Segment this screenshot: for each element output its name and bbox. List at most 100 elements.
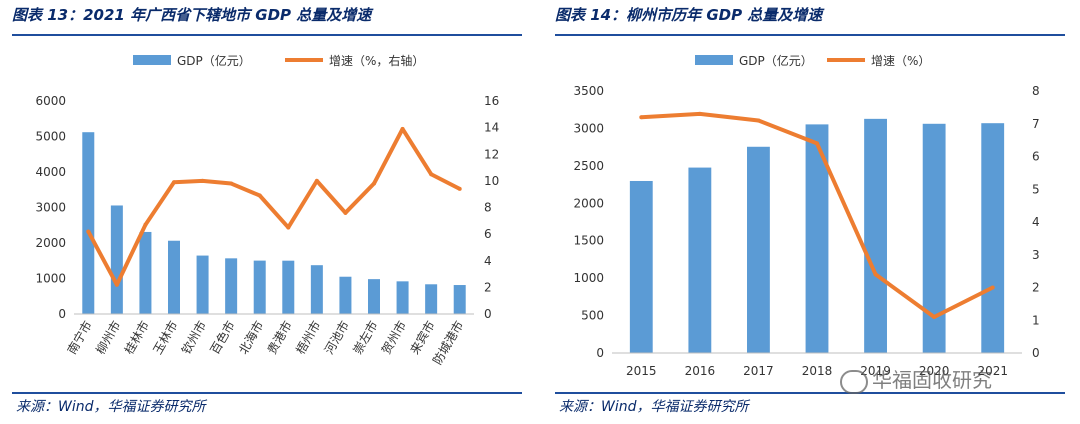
bar bbox=[396, 281, 409, 314]
y-right-tick-label: 16 bbox=[484, 94, 499, 108]
growth-point bbox=[873, 272, 878, 277]
y-right-tick-label: 14 bbox=[484, 121, 499, 135]
x-tick-label: 来宾市 bbox=[407, 318, 438, 357]
y-right-tick-label: 5 bbox=[1032, 182, 1040, 196]
bar bbox=[253, 260, 266, 314]
growth-point bbox=[815, 141, 819, 146]
bar bbox=[225, 258, 238, 314]
growth-point bbox=[343, 210, 348, 215]
bar bbox=[82, 132, 95, 314]
growth-point bbox=[314, 178, 319, 183]
y-right-tick-label: 6 bbox=[484, 227, 492, 241]
x-tick-label: 2015 bbox=[626, 364, 657, 378]
bar bbox=[981, 123, 1005, 353]
bar bbox=[425, 284, 438, 314]
left-title-rule bbox=[12, 34, 522, 36]
x-tick-label: 柳州市 bbox=[92, 318, 123, 357]
x-tick-label: 梧州市 bbox=[292, 318, 323, 357]
growth-line bbox=[86, 126, 461, 287]
bar bbox=[196, 255, 209, 314]
x-tick-label: 2021 bbox=[977, 364, 1008, 378]
y-left-tick-label: 1500 bbox=[573, 234, 604, 248]
growth-point bbox=[932, 314, 937, 319]
x-tick-label: 2020 bbox=[919, 364, 950, 378]
y-left-tick-label: 3000 bbox=[35, 201, 66, 215]
y-left-tick-label: 0 bbox=[596, 346, 604, 360]
y-left-tick-label: 0 bbox=[58, 307, 66, 321]
y-left-tick-label: 4000 bbox=[35, 165, 66, 179]
y-right-tick-label: 3 bbox=[1032, 248, 1040, 262]
y-right-tick-label: 4 bbox=[1032, 215, 1040, 229]
wechat-icon bbox=[840, 369, 868, 394]
growth-point bbox=[114, 282, 119, 287]
x-tick-label: 贺州市 bbox=[378, 318, 409, 357]
chart-legend: GDP（亿元） 增速（%） bbox=[695, 53, 930, 68]
y-right-tick-label: 2 bbox=[484, 280, 492, 294]
bar bbox=[864, 118, 887, 353]
x-tick-label: 玉林市 bbox=[150, 318, 181, 357]
bar bbox=[110, 205, 123, 314]
x-tick-label: 2017 bbox=[743, 364, 774, 378]
y-right-tick-label: 1 bbox=[1032, 313, 1040, 327]
x-tick-label: 河池市 bbox=[321, 318, 352, 357]
bar bbox=[139, 231, 152, 314]
y-right-tick-label: 8 bbox=[484, 201, 492, 215]
bar bbox=[922, 123, 946, 353]
growth-point bbox=[429, 172, 434, 177]
bar bbox=[282, 260, 295, 314]
bar bbox=[629, 180, 653, 353]
legend-bar-swatch bbox=[695, 55, 733, 65]
y-left-tick-label: 3000 bbox=[573, 121, 604, 135]
growth-point bbox=[372, 181, 376, 186]
growth-point bbox=[756, 118, 761, 123]
x-tick-label: 北海市 bbox=[235, 318, 266, 357]
x-tick-label: 钦州市 bbox=[178, 318, 209, 357]
y-left-tick-label: 5000 bbox=[35, 130, 66, 144]
y-right-tick-label: 7 bbox=[1032, 117, 1040, 131]
left-chart-panel: 图表 13：2021 年广西省下辖地市 GDP 总量及增速 GDP（亿元） 增速（… bbox=[12, 0, 537, 424]
watermark: 华福固收研究 bbox=[840, 364, 992, 394]
right-chart-panel: 图表 14：柳州市历年 GDP 总量及增速 GDP（亿元） 增速（%） 0 500 10… bbox=[555, 0, 1080, 424]
bar bbox=[453, 285, 466, 314]
legend-bar-swatch bbox=[133, 55, 171, 65]
growth-point bbox=[229, 181, 234, 186]
y-left-tick-label: 1000 bbox=[35, 272, 66, 286]
y-left-tick-label: 2000 bbox=[573, 196, 604, 210]
growth-point bbox=[86, 229, 91, 234]
y-right-tick-label: 8 bbox=[1032, 84, 1040, 98]
legend-label: GDP（亿元） bbox=[739, 53, 813, 68]
bar bbox=[168, 240, 180, 314]
growth-point bbox=[286, 225, 291, 230]
legend-label: 增速（%） bbox=[871, 54, 930, 68]
right-title-rule bbox=[555, 34, 1065, 36]
y-right-tick-label: 0 bbox=[1032, 346, 1040, 360]
left-source-note: 来源：Wind，华福证券研究所 bbox=[16, 399, 206, 415]
y-right-tick-label: 6 bbox=[1032, 150, 1040, 164]
bar bbox=[747, 146, 770, 353]
y-left-tick-label: 500 bbox=[581, 309, 604, 323]
y-left-tick-label: 2000 bbox=[35, 236, 66, 250]
legend-label: 增速（%，右轴） bbox=[329, 53, 424, 68]
bar bbox=[310, 265, 323, 314]
watermark-text: 华福固收研究 bbox=[872, 368, 992, 392]
x-tick-label: 崇左市 bbox=[350, 318, 381, 357]
y-right-tick-label: 4 bbox=[484, 254, 492, 268]
bar bbox=[688, 167, 712, 353]
growth-point bbox=[697, 111, 702, 116]
chart-legend: GDP（亿元） 增速（%，右轴） bbox=[133, 53, 424, 68]
growth-point bbox=[639, 115, 644, 120]
right-chart: GDP（亿元） 增速（%） 0 500 1000 1500 2000 2500 3000 3500… bbox=[573, 53, 1040, 378]
x-tick-label: 2019 bbox=[860, 364, 891, 378]
x-tick-label: 2018 bbox=[802, 364, 833, 378]
y-right-tick-label: 12 bbox=[484, 147, 499, 161]
y-left-tick-label: 1000 bbox=[573, 271, 604, 285]
x-tick-label: 贵港市 bbox=[264, 318, 295, 357]
bar bbox=[339, 276, 352, 314]
y-left-tick-label: 2500 bbox=[573, 159, 604, 173]
right-source-note: 来源：Wind，华福证券研究所 bbox=[559, 399, 749, 415]
left-footer-rule bbox=[12, 392, 522, 394]
y-left-tick-label: 6000 bbox=[35, 94, 66, 108]
y-left-tick-label: 3500 bbox=[573, 84, 604, 98]
growth-point bbox=[990, 285, 995, 290]
left-chart: GDP（亿元） 增速（%，右轴） 0 1000 2000 3000 4000 5000 6000… bbox=[35, 53, 499, 367]
